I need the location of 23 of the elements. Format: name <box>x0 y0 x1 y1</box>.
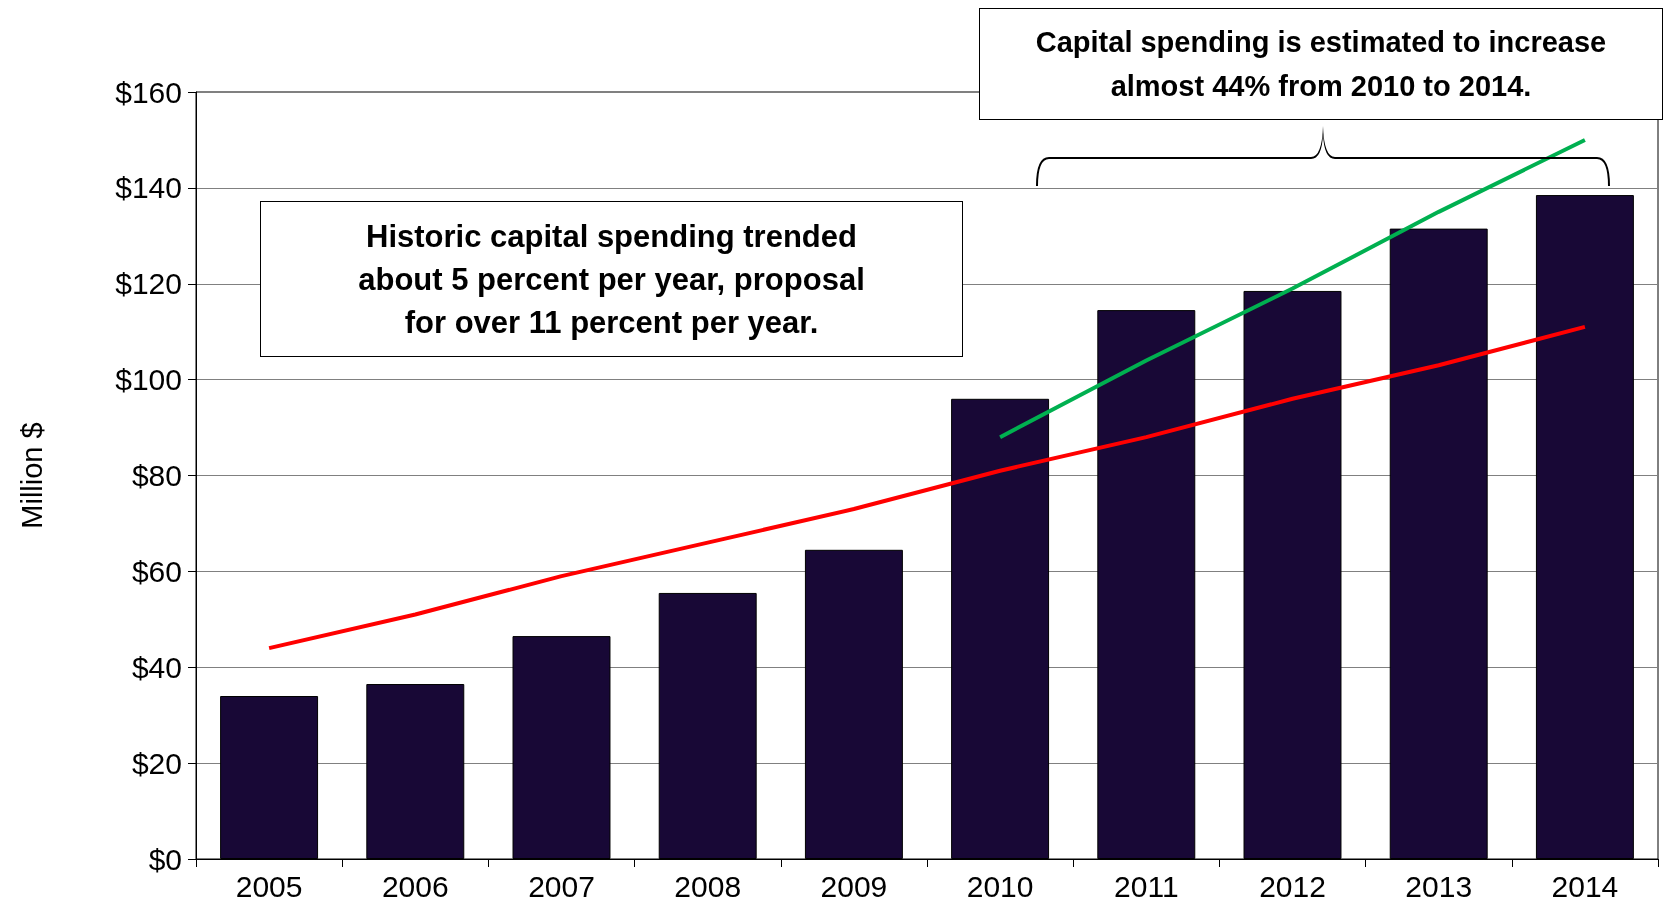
x-tick-label: 2010 <box>966 869 1034 903</box>
line-series <box>998 137 1587 440</box>
y-tick-label: $40 <box>131 650 182 684</box>
x-tick-label: 2007 <box>528 869 595 903</box>
y-tick-label: $140 <box>115 171 182 205</box>
x-tick-label: 2005 <box>235 869 303 903</box>
y-tick-label: $20 <box>131 746 182 780</box>
y-tick-label: $100 <box>115 363 182 397</box>
y-tick-label: $0 <box>148 842 182 876</box>
x-tick-label: 2009 <box>820 869 888 903</box>
x-tick-label: 2013 <box>1405 869 1473 903</box>
y-tick-label: $60 <box>131 554 182 588</box>
note-box: Capital spending is estimated to increase almost 44% from 2010 to 2014. <box>979 8 1663 120</box>
y-tick-label: $160 <box>115 75 182 109</box>
y-axis-title: Million $ <box>15 422 48 529</box>
x-tick-label: 2008 <box>674 869 742 903</box>
y-tick-label: $120 <box>115 267 182 301</box>
x-tick-label: 2014 <box>1551 869 1619 903</box>
y-tick-label: $80 <box>131 459 182 492</box>
note-box: Historic capital spending trended about 5 percent per year, proposal for over 11 percent per year. <box>260 201 963 357</box>
x-tick-label: 2012 <box>1259 869 1326 903</box>
x-tick-label: 2006 <box>381 869 449 903</box>
x-tick-label: 2011 <box>1114 869 1179 903</box>
